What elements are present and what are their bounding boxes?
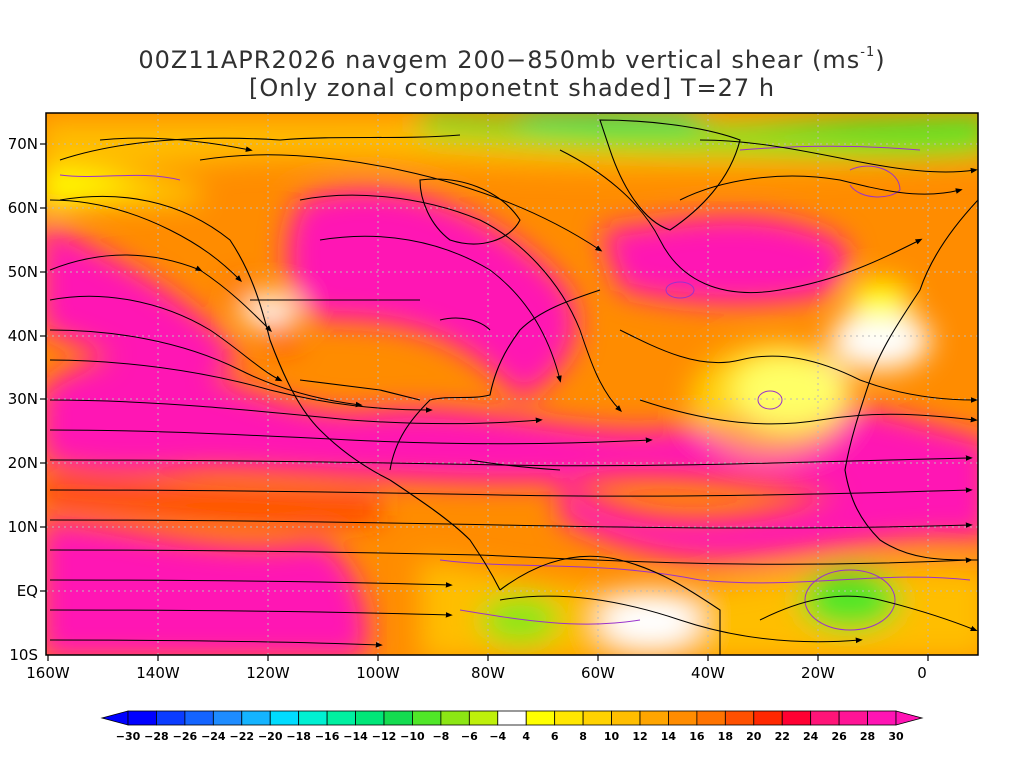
colorbar-label: −4 (489, 730, 506, 743)
lon-label: 140W (136, 664, 180, 682)
colorbar-label: −12 (372, 730, 397, 743)
colorbar-arrow-low (100, 710, 129, 726)
lat-label: 30N (8, 390, 38, 408)
colorbar-swatch (298, 710, 328, 726)
colorbar-label: 6 (551, 730, 559, 743)
colorbar-swatch (639, 710, 669, 726)
lon-label: 60W (581, 664, 615, 682)
plot-title-line1: 00Z11APR2026 navgem 200−850mb vertical s… (138, 45, 886, 74)
coastlines (59, 119, 978, 655)
lat-label: 10S (9, 646, 38, 664)
colorbar-label: −10 (400, 730, 425, 743)
colorbar-swatch (269, 710, 300, 726)
colorbar-swatch (241, 710, 271, 726)
colorbar-label: −30 (116, 730, 141, 743)
colorbar-label: 20 (746, 730, 762, 743)
lon-label: 100W (356, 664, 400, 682)
colorbar-swatch (212, 710, 243, 726)
colorbar-label: −26 (173, 730, 198, 743)
colorbar-label: 22 (775, 730, 790, 743)
colorbar-swatch (497, 710, 527, 726)
lon-label: 160W (26, 664, 70, 682)
colorbar-swatch (127, 710, 157, 726)
colorbar-label: 16 (689, 730, 705, 743)
colorbar-label: 10 (604, 730, 620, 743)
colorbar: −30 −28 −26 −24 −22 −20 −18 −16 −14 −12 −10 −8 −6 −4 4… (100, 710, 924, 743)
colorbar-label: −8 (432, 730, 449, 743)
colorbar-swatch (525, 710, 556, 726)
colorbar-swatch (440, 710, 470, 726)
colorbar-label: 26 (831, 730, 847, 743)
contours (59, 145, 971, 631)
plot-title-line2: [Only zonal componetnt shaded] T=27 h (248, 74, 776, 102)
lat-label: EQ (17, 582, 38, 600)
colorbar-label: 28 (860, 730, 875, 743)
colorbar-label: −24 (201, 730, 226, 743)
colorbar-swatch (468, 710, 499, 726)
colorbar-swatch (781, 710, 812, 726)
colorbar-swatch (383, 710, 413, 726)
lat-label: 60N (8, 199, 38, 217)
colorbar-label: 30 (888, 730, 904, 743)
gridlines (46, 113, 978, 655)
colorbar-swatch (838, 710, 868, 726)
colorbar-label: −18 (286, 730, 311, 743)
colorbar-swatch (355, 710, 385, 726)
colorbar-swatch (156, 710, 186, 726)
colorbar-label: −28 (144, 730, 169, 743)
colorbar-swatch (668, 710, 698, 726)
colorbar-swatch (326, 710, 356, 726)
colorbar-label: −6 (461, 730, 478, 743)
colorbar-swatch (753, 710, 783, 726)
lon-label: 0 (917, 664, 927, 682)
longitude-labels: 160W 140W 120W 100W 80W 60W 40W 20W 0 (26, 664, 927, 682)
colorbar-swatch (184, 710, 214, 726)
lon-label: 40W (691, 664, 725, 682)
colorbar-swatch (696, 710, 726, 726)
lat-label: 10N (8, 518, 38, 536)
lon-label: 80W (471, 664, 505, 682)
colorbar-swatch (554, 710, 584, 726)
colorbar-label: −14 (343, 730, 368, 743)
latitude-labels: 70N 60N 50N 40N 30N 20N 10N EQ 10S (8, 135, 38, 664)
colorbar-label: 4 (522, 730, 530, 743)
colorbar-label: −22 (230, 730, 255, 743)
colorbar-label: 8 (579, 730, 587, 743)
colorbar-label: 24 (803, 730, 819, 743)
colorbar-swatch (867, 710, 897, 726)
lat-label: 50N (8, 263, 38, 281)
colorbar-label: −20 (258, 730, 283, 743)
colorbar-swatch (810, 710, 840, 726)
lat-label: 70N (8, 135, 38, 153)
colorbar-label: 12 (632, 730, 647, 743)
colorbar-arrow-high (895, 710, 924, 726)
axis-ticks (40, 143, 929, 661)
lon-label: 120W (246, 664, 290, 682)
lon-label: 20W (801, 664, 835, 682)
shading-field (46, 113, 978, 655)
lat-label: 20N (8, 454, 38, 472)
colorbar-label: 14 (661, 730, 677, 743)
colorbar-swatch (412, 710, 442, 726)
map-frame (45, 112, 979, 656)
colorbar-swatch (582, 710, 612, 726)
colorbar-swatch (724, 710, 755, 726)
colorbar-label: 18 (718, 730, 733, 743)
streamlines (49, 137, 978, 648)
lat-label: 40N (8, 327, 38, 345)
colorbar-swatch (611, 710, 641, 726)
colorbar-label: −16 (315, 730, 340, 743)
